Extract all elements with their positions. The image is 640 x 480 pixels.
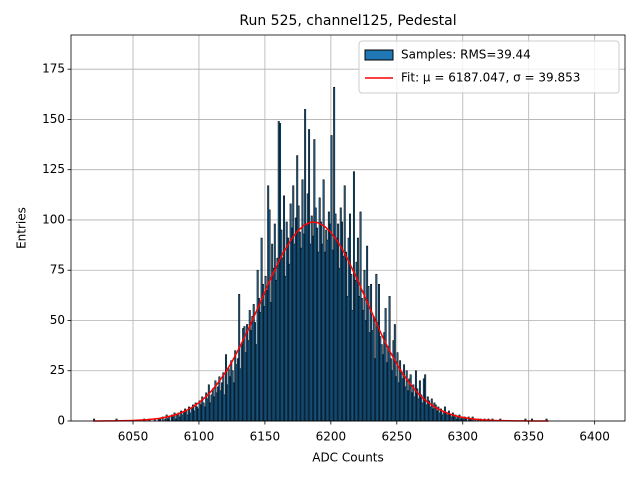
y-tick-label: 75	[50, 263, 65, 277]
x-tick-label: 6200	[316, 430, 347, 444]
x-tick-label: 6400	[579, 430, 610, 444]
x-tick-label: 6350	[513, 430, 544, 444]
y-tick-label: 0	[57, 414, 65, 428]
chart-title: Run 525, channel125, Pedestal	[239, 13, 456, 29]
axes-frame	[70, 34, 626, 422]
x-tick-label: 6250	[382, 430, 413, 444]
y-tick-label: 50	[50, 313, 65, 327]
plot-area	[93, 86, 549, 422]
x-tick-label: 6300	[447, 430, 478, 444]
legend-box	[358, 40, 620, 94]
y-tick-label: 25	[50, 363, 65, 377]
x-tick-label: 6150	[250, 430, 281, 444]
x-tick-label: 6050	[118, 430, 149, 444]
y-tick-label: 125	[42, 162, 65, 176]
x-tick-label: 6100	[184, 430, 215, 444]
fit-line	[93, 221, 549, 422]
y-tick-label: 175	[42, 62, 65, 76]
y-axis-label: Entries	[15, 207, 29, 249]
legend-label: Fit: μ = 6187.047, σ = 39.853	[401, 71, 580, 85]
legend: Samples: RMS=39.44 Fit: μ = 6187.047, σ =…	[358, 40, 620, 94]
y-tick-label: 150	[42, 112, 65, 126]
legend-swatch	[364, 49, 394, 61]
y-tick-label: 100	[42, 212, 65, 226]
x-axis-label: ADC Counts	[312, 451, 384, 465]
legend-label: Samples: RMS=39.44	[401, 48, 531, 62]
axes: 6050 6100 6150 6200 6250 6300 6350 6400 0 25 50 75 1…	[42, 34, 626, 444]
histogram-bar	[168, 416, 171, 422]
